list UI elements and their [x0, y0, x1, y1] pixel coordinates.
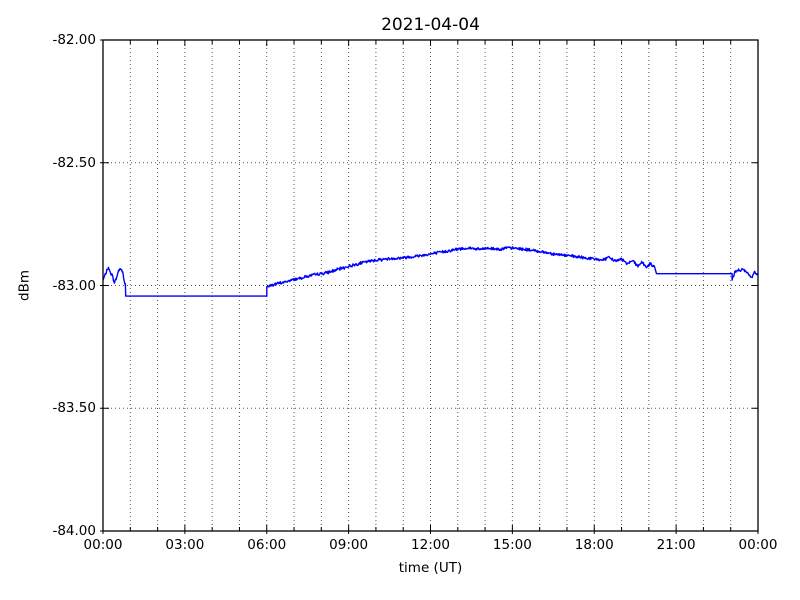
y-tick-label: -82.00: [52, 32, 96, 48]
x-tick-label: 21:00: [656, 537, 696, 553]
x-tick-label: 15:00: [492, 537, 532, 553]
plot-border: [102, 39, 759, 532]
x-tick-label: 03:00: [165, 537, 205, 553]
y-tick-label: -84.00: [52, 523, 96, 539]
data-line: [102, 246, 759, 297]
x-tick-label: 12:00: [411, 537, 450, 553]
x-tick-label: 09:00: [329, 537, 369, 553]
x-tick-label: 00:00: [738, 537, 778, 553]
x-tick-label: 00:00: [83, 537, 123, 553]
y-tick-label: -82.50: [52, 154, 96, 171]
y-tick-label: -83.50: [52, 400, 96, 417]
y-tick-label: -83.00: [52, 277, 96, 294]
x-axis-label: time (UT): [398, 560, 463, 576]
x-tick-label: 06:00: [247, 537, 287, 553]
chart-title: 2021-04-04: [381, 15, 480, 35]
x-tick-label: 18:00: [574, 537, 614, 553]
